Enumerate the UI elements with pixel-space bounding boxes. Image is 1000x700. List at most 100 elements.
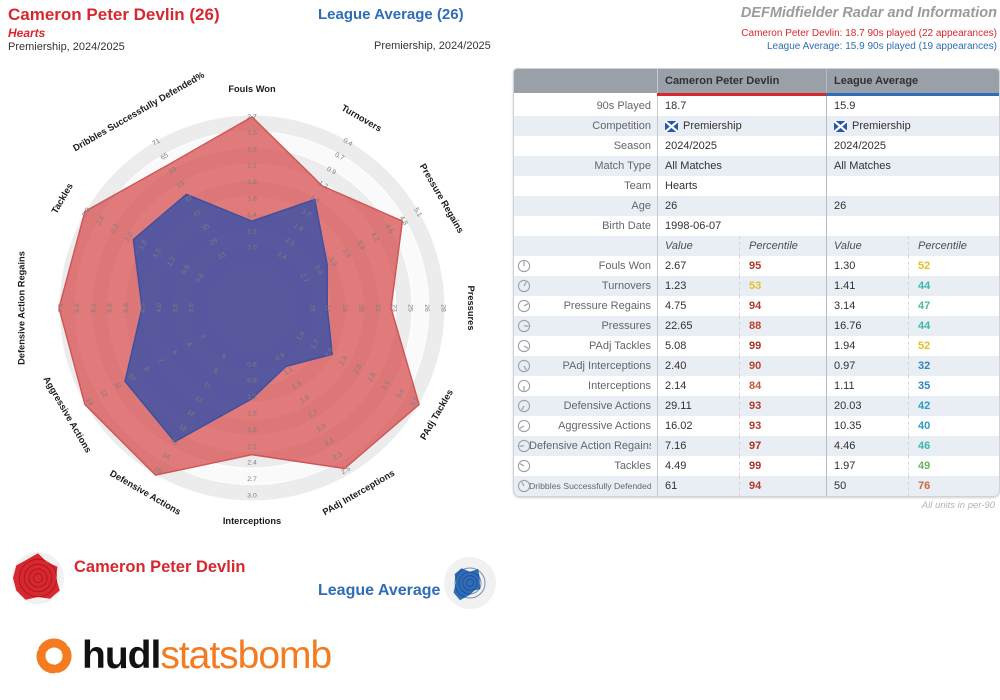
- row-label: Team: [624, 180, 651, 192]
- radar-tick-label: 0.9: [247, 378, 257, 385]
- stat-label: Defensive Action Regains: [514, 436, 657, 456]
- radar-axis-title: Defensive Action Regains: [16, 251, 26, 365]
- radar-tick-label: 2.3: [110, 223, 121, 235]
- radar-tick-label: 0.4: [342, 137, 354, 148]
- radar-tick-label: 2.0: [124, 231, 135, 243]
- stat-label: Defensive Actions: [514, 396, 657, 416]
- row-label: Match Type: [594, 160, 651, 172]
- player-stat-value: 4.49: [657, 456, 739, 476]
- hudl-swirl-blade: [53, 645, 72, 673]
- radar-tick-label: 47: [184, 194, 194, 204]
- radar-position-clock-icon: [517, 459, 531, 473]
- radar-tick-label: 1.6: [247, 196, 257, 203]
- radar-tick-label: 35: [201, 223, 211, 233]
- league-stat-value: 10.35: [826, 416, 908, 436]
- league-value-header: Value: [826, 236, 908, 256]
- hudl-logo-icon: [36, 638, 72, 674]
- league-stat-value: 16.76: [826, 316, 908, 336]
- radar-tick-label: 12: [98, 389, 108, 399]
- table-stat-row: Interceptions 2.14 84 1.11 35: [514, 376, 999, 396]
- radar-tick-label: 3.1: [381, 380, 392, 392]
- league-stat-value: 0.97: [826, 356, 908, 376]
- logo-wordmark: hudlstatsbomb: [82, 633, 332, 679]
- league-stat-value: 4.46: [826, 436, 908, 456]
- radar-tick-label: 1.7: [310, 339, 321, 351]
- table-header-row: Cameron Peter Devlin League Average: [514, 69, 999, 93]
- player-stat-percentile: 84: [739, 376, 826, 396]
- radar-tick-label: 1.8: [247, 427, 257, 434]
- league-radar-blob-icon: [444, 557, 496, 609]
- legend-blob-ring: [458, 571, 482, 595]
- stat-label: PAdj Interceptions: [514, 356, 657, 376]
- stat-label: Tackles: [514, 456, 657, 476]
- radar-tick-label: 7: [156, 358, 164, 365]
- radar-tick-label: 2.3: [247, 146, 257, 153]
- radar-tick-label: 26: [153, 466, 163, 476]
- league-minutes-note: League Average: 15.9 90s played (19 appe…: [767, 41, 997, 52]
- radar-tick-label: 4.0: [156, 303, 163, 313]
- league-radar-polygon: [124, 193, 333, 443]
- radar-tick-label: 0.7: [334, 151, 346, 162]
- player-stat-value: 22.65: [657, 316, 739, 336]
- radar-tick-label: 4.2: [369, 231, 380, 243]
- radar-tick-label: 8: [142, 366, 150, 373]
- player-percentile-header: Percentile: [739, 236, 826, 256]
- radar-tick-label: 25: [407, 304, 414, 312]
- table-stat-row: PAdj Interceptions 2.40 90 0.97 32: [514, 356, 999, 376]
- player-stat-value: 1.23: [657, 276, 739, 296]
- league-info-value: All Matches: [826, 156, 999, 176]
- table-row: Age 26 26: [514, 196, 999, 216]
- legend-blob-ring: [28, 568, 48, 588]
- table-stat-row: Pressures 22.65 88 16.76 44: [514, 316, 999, 336]
- stat-label: Aggressive Actions: [514, 416, 657, 436]
- table-row: Season 2024/2025 2024/2025: [514, 136, 999, 156]
- radar-tick-label: 2.1: [324, 437, 336, 448]
- radar-tick-label: 1.7: [307, 408, 319, 419]
- league-stat-percentile: 32: [908, 356, 994, 376]
- league-stat-value: 1.94: [826, 336, 908, 356]
- player-radar-blob-icon: [12, 552, 64, 604]
- player-team: Hearts: [8, 26, 46, 40]
- hudl-statsbomb-logo: hudlstatsbomb: [30, 632, 332, 680]
- radar-tick-label: 6.1: [90, 303, 97, 313]
- radar-tick-label: 2.1: [247, 163, 257, 170]
- league-stat-percentile: 52: [908, 256, 994, 276]
- radar-tick-label: 13: [194, 395, 204, 405]
- column-header-player: Cameron Peter Devlin: [657, 69, 826, 93]
- table-subheader-row: Value Percentile Value Percentile: [514, 236, 999, 256]
- table-header-spacer: [514, 69, 657, 93]
- league-stat-value: 1.11: [826, 376, 908, 396]
- radar-tick-label: 6.6: [74, 303, 81, 313]
- radar-tick-label: 5.1: [412, 207, 423, 219]
- league-stat-percentile: 46: [908, 436, 994, 456]
- player-info-value: 18.7: [657, 96, 826, 116]
- radar-tick-label: 29: [209, 237, 219, 247]
- stat-label: Turnovers: [514, 276, 657, 296]
- radar-tick-label: 2.3: [338, 355, 349, 367]
- radar-tick-label: 2.1: [284, 237, 296, 248]
- radar-axis-title: Fouls Won: [228, 84, 276, 94]
- radar-tick-label: 71: [151, 138, 161, 148]
- radar-position-clock-icon: [517, 299, 531, 313]
- table-stat-row: Dribbles Successfully Defended% 61 94 50 76: [514, 476, 999, 496]
- table-stat-row: Turnovers 1.23 53 1.41 44: [514, 276, 999, 296]
- league-stat-percentile: 44: [908, 316, 994, 336]
- radar-tick-label: 1.2: [247, 394, 257, 401]
- table-row: Birth Date 1998-06-07: [514, 216, 999, 236]
- radar-tick-label: 4.5: [140, 303, 147, 313]
- player-stat-value: 5.08: [657, 336, 739, 356]
- radar-tick-label: 3.4: [395, 388, 406, 400]
- league-stat-percentile: 76: [908, 476, 994, 496]
- player-stat-percentile: 93: [739, 396, 826, 416]
- radar-tick-label: 1.1: [283, 366, 295, 377]
- radar-tick-label: 1.9: [316, 423, 328, 434]
- radar-tick-label: 2.5: [353, 363, 364, 375]
- radar-tick-label: 11: [113, 381, 123, 391]
- league-info-value: [826, 176, 999, 196]
- stat-label: Pressure Regains: [514, 296, 657, 316]
- radar-tick-label: 1.5: [299, 394, 311, 405]
- player-info-value: Hearts: [657, 176, 826, 196]
- radar-tick-label: 3.7: [409, 396, 420, 408]
- table-row: Competition Premiership Premiership: [514, 116, 999, 136]
- radar-tick-label: 2.1: [247, 443, 257, 450]
